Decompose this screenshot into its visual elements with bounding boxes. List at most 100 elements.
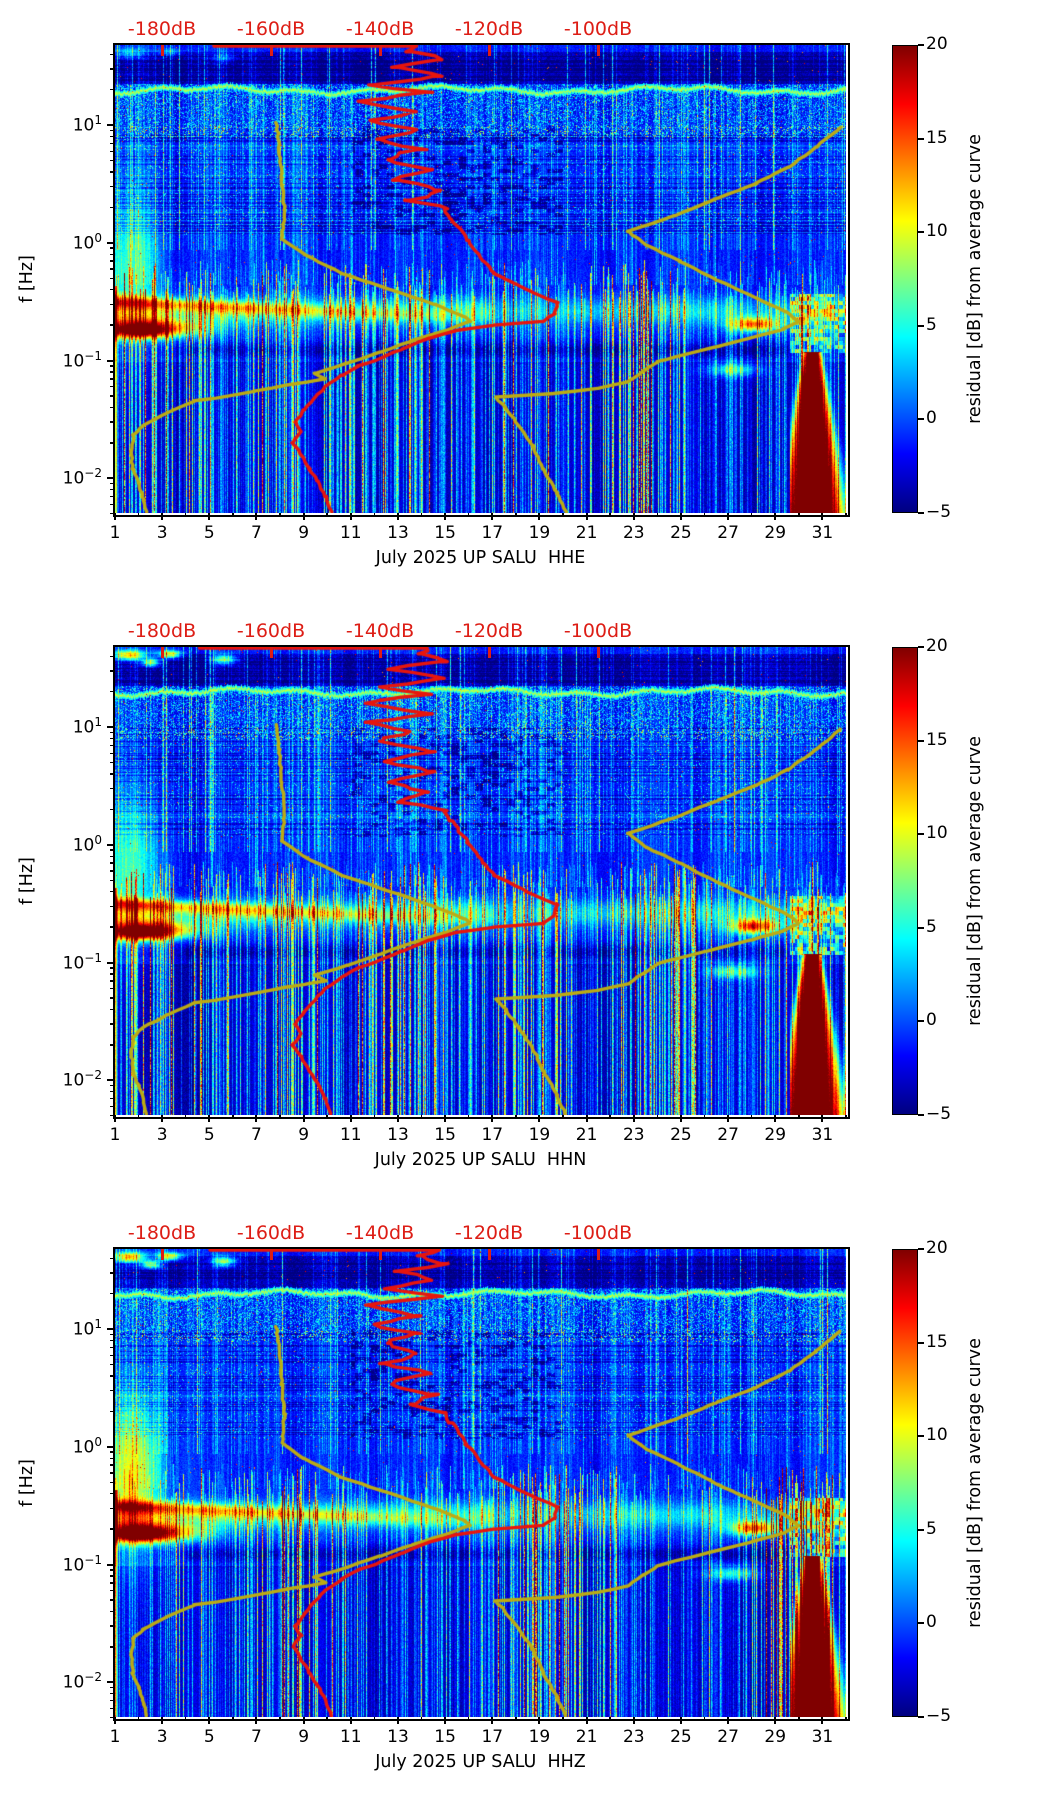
top-db-tick [487,45,491,56]
x-tick-label: 1 [109,1125,121,1145]
x-tick [585,513,588,520]
colorbar-tick [918,44,924,46]
y-minor-tick [110,1699,114,1702]
x-minor-tick [703,1717,706,1721]
colorbar-title-wrap: residual [dB] from average curve [962,45,988,513]
x-tick-label: 1 [109,523,121,543]
y-tick-label: 101 [72,113,102,136]
x-minor-tick [184,1717,187,1721]
colorbar-tick-label: 10 [926,1425,948,1446]
x-tick-label: 21 [575,1125,598,1145]
colorbar-title-wrap: residual [dB] from average curve [962,647,988,1115]
x-minor-tick [656,1717,659,1721]
x-tick-label: 25 [670,523,692,543]
x-axis-title: July 2025 UP SALU HHE [375,548,586,568]
colorbar-tick [918,1528,924,1531]
x-tick-label: 29 [764,523,787,543]
x-tick-label: 23 [622,1727,645,1747]
y-tick [107,1681,114,1684]
y-minor-tick [110,890,114,893]
y-minor-tick [110,1363,114,1366]
y-tick [107,241,114,244]
x-minor-tick [562,513,564,517]
x-tick [444,1717,447,1724]
colorbar-tick-label: 10 [926,221,948,242]
x-tick-label: 15 [434,523,456,543]
y-minor-tick [110,385,114,388]
top-db-tick-label: -100dB [563,18,633,40]
y-minor-tick [110,247,114,249]
x-tick [491,513,494,520]
x-tick [774,1115,777,1122]
y-minor-tick [110,1097,114,1100]
x-tick [774,1717,777,1724]
x-tick-label: 11 [339,1727,362,1747]
top-db-tick [596,1249,600,1260]
x-minor-tick [798,1115,800,1119]
spectrogram-canvas-hhz [115,1249,846,1717]
x-minor-tick [609,1717,611,1721]
y-tick [107,359,114,362]
y-minor-tick [110,142,114,145]
y-minor-tick [110,787,114,790]
colorbar-tick [918,1716,924,1718]
y-minor-tick [110,862,114,864]
x-minor-tick [845,1717,847,1721]
y-tick-label: 10−1 [62,1552,102,1576]
y-minor-tick [110,1610,114,1613]
y-tick-label: 100 [72,230,102,254]
x-tick-label: 13 [387,1125,409,1145]
colorbar-tick-label: 5 [926,1518,937,1539]
y-minor-tick [110,495,114,498]
top-db-tick-label: -180dB [127,1222,197,1244]
colorbar-tick [918,646,924,648]
x-tick-label: 17 [481,523,504,543]
colorbar-tick-label: 20 [926,1238,948,1258]
colorbar [892,45,918,513]
x-minor-tick [326,513,328,517]
x-minor-tick [515,1115,517,1119]
x-tick [585,1717,588,1724]
x-minor-tick [515,513,517,517]
colorbar [892,647,918,1115]
x-tick-label: 19 [528,523,551,543]
y-minor-tick [110,1707,114,1710]
x-tick-label: 23 [622,1125,645,1145]
top-db-tick-label: -120dB [454,18,524,40]
x-minor-tick [420,1115,423,1119]
x-tick [821,1115,824,1122]
spectrogram-panel-hhe: f [Hz] July 2025 UP SALU HHE residual [d… [0,0,1052,602]
x-tick [727,513,730,520]
x-minor-tick [798,1717,800,1721]
colorbar-tick [918,324,924,327]
y-minor-tick [110,1084,114,1087]
y-minor-tick [110,1114,114,1117]
x-tick [774,513,777,520]
x-tick-label: 21 [575,523,598,543]
x-tick-label: 17 [481,1727,504,1747]
x-tick-label: 7 [251,523,262,543]
y-minor-tick [110,378,114,380]
colorbar-tick [918,512,924,514]
top-db-tick-label: -100dB [563,620,633,642]
x-minor-tick [326,1115,328,1119]
top-db-tick-label: -100dB [563,1222,633,1244]
colorbar-tick [918,1114,924,1116]
colorbar-tick-label: 0 [926,1612,937,1633]
x-tick [302,1717,305,1724]
x-minor-tick [562,1115,564,1119]
y-tick-label: 100 [72,832,102,856]
y-tick [107,1445,114,1448]
y-tick-label: 101 [72,1317,102,1340]
y-minor-tick [110,744,114,747]
x-tick [114,513,116,520]
colorbar-title: residual [dB] from average curve [965,1338,985,1628]
y-minor-tick [110,1472,114,1474]
y-minor-tick [110,1375,114,1377]
spectrogram-canvas-hhe [115,45,846,513]
spectrogram-panel-hhz: f [Hz] July 2025 UP SALU HHZ residual [d… [0,1204,1052,1806]
colorbar-tick-label: −5 [926,502,952,522]
x-minor-tick [750,1717,753,1721]
y-tick-label: 10−2 [62,1068,102,1091]
